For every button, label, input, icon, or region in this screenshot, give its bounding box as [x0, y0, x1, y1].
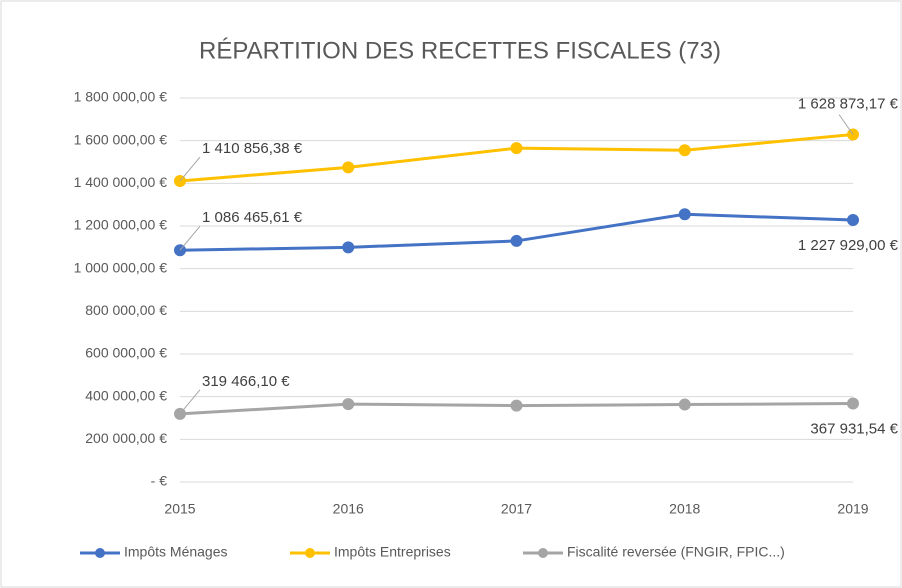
data-label: 1 086 465,61 €: [202, 209, 303, 226]
data-label: 367 931,54 €: [810, 420, 898, 437]
data-label: 319 466,10 €: [202, 373, 290, 390]
leader-line: [838, 114, 854, 135]
data-point: [342, 398, 355, 411]
legend-label: Impôts Entreprises: [334, 544, 451, 560]
data-label: 1 410 856,38 €: [202, 140, 303, 157]
leader-line: [179, 389, 201, 415]
chart-title: RÉPARTITION DES RECETTES FISCALES (73): [199, 37, 721, 64]
data-point: [510, 142, 523, 155]
y-tick-label: 1 000 000,00 €: [74, 259, 168, 275]
y-tick-label: - €: [151, 473, 168, 489]
data-label: 1 227 929,00 €: [798, 237, 899, 254]
y-tick-label: 400 000,00 €: [85, 387, 167, 403]
y-tick-label: 1 400 000,00 €: [74, 174, 168, 190]
legend-label: Impôts Ménages: [124, 544, 228, 560]
data-point: [678, 208, 691, 221]
data-point: [847, 397, 859, 410]
y-tick-label: 200 000,00 €: [85, 430, 167, 446]
data-point: [510, 399, 523, 412]
data-point: [342, 161, 355, 174]
x-tick-label: 2018: [669, 501, 700, 517]
y-tick-label: 600 000,00 €: [85, 345, 167, 361]
y-tick-label: 1 800 000,00 €: [74, 89, 168, 105]
data-point: [678, 398, 691, 411]
data-point: [847, 214, 859, 227]
legend-label: Fiscalité reversée (FNGIR, FPIC...): [567, 544, 785, 560]
data-point: [510, 234, 523, 247]
x-tick-label: 2017: [501, 501, 532, 517]
data-point: [678, 144, 691, 157]
data-point: [342, 241, 355, 254]
legend-marker: [95, 548, 105, 558]
legend-marker: [538, 548, 548, 558]
data-label: 1 628 873,17 €: [798, 95, 899, 112]
x-tick-label: 2019: [837, 501, 868, 517]
x-tick-label: 2016: [333, 501, 364, 517]
y-tick-label: 1 200 000,00 €: [74, 217, 168, 233]
y-tick-label: 1 600 000,00 €: [74, 131, 168, 147]
legend-marker: [305, 548, 315, 558]
x-tick-label: 2015: [164, 501, 195, 517]
y-tick-label: 800 000,00 €: [85, 302, 167, 318]
leader-line: [179, 156, 201, 182]
leader-line: [179, 225, 201, 251]
